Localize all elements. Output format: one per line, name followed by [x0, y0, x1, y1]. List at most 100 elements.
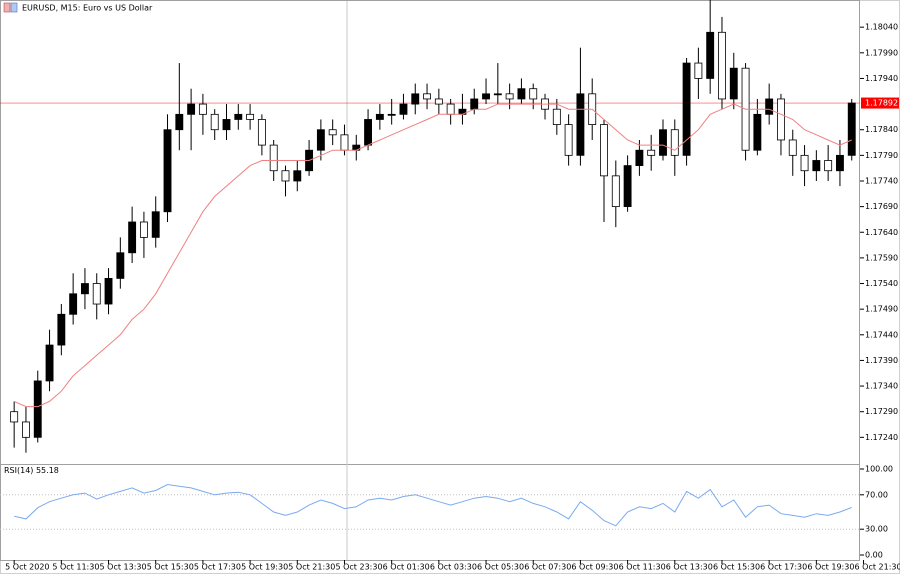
candle-body — [222, 119, 231, 131]
candle-body — [187, 103, 196, 115]
x-tick-label: 6 Oct 07:30 — [524, 563, 571, 572]
candle-body — [340, 134, 349, 151]
candle-body — [281, 170, 290, 182]
rsi-value: 55.18 — [36, 466, 59, 475]
candle-body — [151, 211, 160, 238]
rsi-name: RSI(14) — [4, 466, 33, 475]
candle-body — [139, 221, 148, 238]
candle-body — [411, 93, 420, 105]
x-tick-label: 5 Oct 2020 — [5, 563, 49, 572]
rsi-tick-label: 30.00 — [865, 525, 888, 534]
x-tick-label: 6 Oct 19:30 — [807, 563, 854, 572]
candle-body — [246, 113, 255, 120]
candle-body — [234, 113, 243, 120]
candle-body — [316, 129, 325, 151]
candle-body — [659, 129, 667, 156]
candle-body — [623, 165, 632, 208]
candle-body — [293, 170, 302, 182]
candle-body — [836, 154, 844, 172]
y-tick-label: 1.17740 — [865, 176, 898, 185]
candle-body — [611, 175, 620, 208]
candle-body — [210, 113, 219, 131]
candle-body — [517, 88, 526, 100]
rsi-line — [14, 483, 852, 527]
x-tick-label: 5 Oct 13:30 — [100, 563, 147, 572]
y-tick-label: 1.17490 — [865, 305, 898, 314]
candle-body — [198, 103, 207, 115]
candle-body — [69, 293, 78, 315]
candle-body — [116, 252, 125, 279]
y-tick-label: 1.17590 — [865, 253, 898, 262]
y-tick-label: 1.18040 — [865, 23, 898, 32]
candle-body — [92, 283, 101, 305]
candle-body — [128, 221, 137, 254]
candle-body — [812, 160, 821, 172]
rsi-tick-label: 100.00 — [865, 465, 893, 474]
x-tick-label: 6 Oct 21:30 — [855, 563, 900, 572]
candle-body — [682, 62, 691, 156]
candle-body — [175, 113, 184, 131]
candle-body — [788, 139, 797, 156]
x-tick-label: 5 Oct 19:30 — [241, 563, 288, 572]
y-tick-label: 1.17440 — [865, 330, 898, 339]
y-tick-label: 1.17940 — [865, 74, 898, 83]
candle-body — [824, 160, 833, 172]
candle-body — [505, 93, 514, 100]
rsi-pane — [0, 464, 860, 561]
x-tick-label: 5 Oct 17:30 — [194, 563, 241, 572]
candle-body — [22, 421, 30, 438]
candle-body — [635, 149, 644, 167]
candle-body — [847, 102, 856, 156]
candle-body — [257, 119, 266, 146]
x-tick-label: 6 Oct 03:30 — [430, 563, 477, 572]
candle-body — [364, 119, 373, 146]
candle-body — [470, 98, 479, 110]
rsi-label: RSI(14) 55.18 — [4, 466, 59, 475]
candle-body — [482, 93, 490, 100]
current-price-box — [861, 97, 899, 109]
x-tick-label: 5 Oct 11:30 — [52, 563, 99, 572]
y-tick-label: 1.17340 — [865, 382, 898, 391]
x-tick-label: 6 Oct 15:30 — [713, 563, 760, 572]
candle-body — [269, 144, 278, 172]
y-tick-label: 1.17390 — [865, 356, 898, 365]
candle-body — [718, 31, 726, 100]
x-tick-label: 6 Oct 09:30 — [571, 563, 618, 572]
candle-body — [104, 277, 113, 305]
y-tick-label: 1.17790 — [865, 151, 898, 160]
candle-body — [387, 113, 396, 116]
x-tick-label: 6 Oct 11:30 — [619, 563, 666, 572]
candle-body — [753, 113, 762, 151]
candle-body — [694, 62, 703, 79]
x-tick-label: 6 Oct 05:30 — [477, 563, 524, 572]
y-tick-label: 1.17290 — [865, 407, 898, 416]
candle-body — [10, 411, 19, 423]
candle-body — [529, 88, 538, 100]
candle-body — [600, 124, 608, 177]
candle-body — [375, 113, 384, 120]
candle-body — [399, 103, 408, 115]
candle-body — [434, 98, 443, 105]
candle-body — [57, 313, 66, 346]
candle-body — [765, 98, 774, 115]
y-tick-label: 1.17690 — [865, 202, 898, 211]
chart-title: EURUSD, M15: Euro vs US Dollar — [22, 4, 153, 13]
candle-body — [163, 129, 172, 213]
y-tick-label: 1.17540 — [865, 279, 898, 288]
candle-body — [564, 124, 573, 156]
y-tick-label: 1.17640 — [865, 228, 898, 237]
symbol-icon — [3, 2, 18, 13]
candle-body — [493, 93, 502, 96]
rsi-tick-label: 0.00 — [865, 551, 883, 560]
x-tick-label: 6 Oct 01:30 — [383, 563, 430, 572]
x-tick-label: 5 Oct 15:30 — [147, 563, 194, 572]
candle-body — [647, 149, 656, 156]
rsi-tick-label: 70.00 — [865, 490, 888, 499]
candle-body — [706, 31, 715, 79]
y-tick-label: 1.17990 — [865, 48, 898, 57]
x-tick-label: 5 Oct 23:30 — [335, 563, 382, 572]
candle-body — [576, 93, 585, 156]
y-tick-label: 1.17240 — [865, 433, 898, 442]
candle-body — [552, 108, 561, 125]
